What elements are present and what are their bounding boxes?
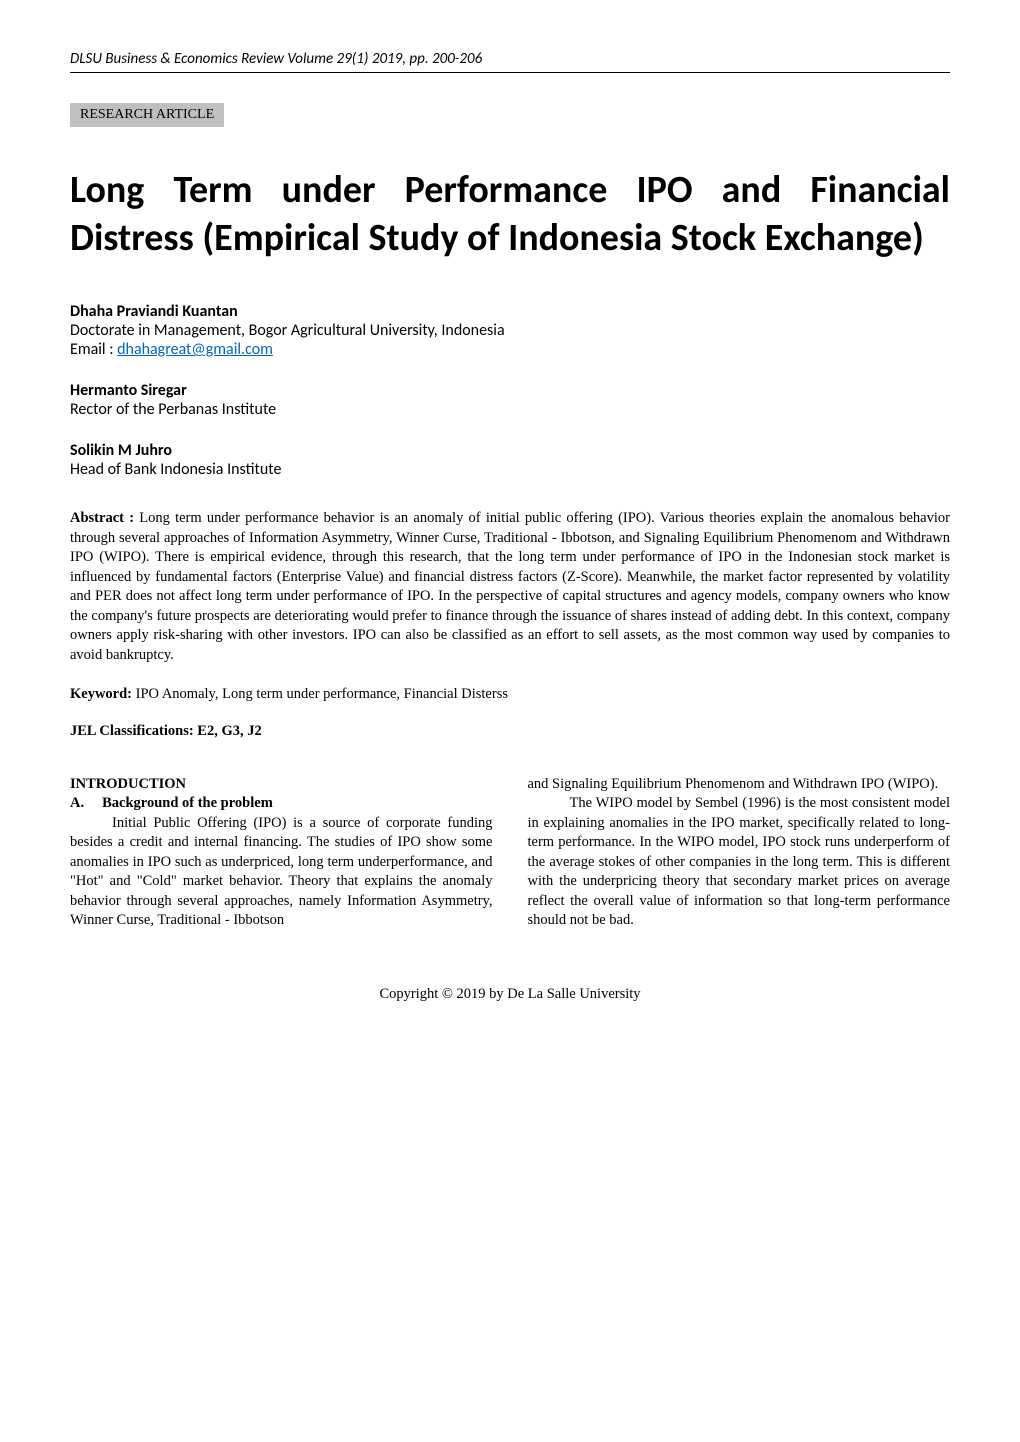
author-affiliation: Doctorate in Management, Bogor Agricultu… (70, 321, 950, 340)
article-type-badge: RESEARCH ARTICLE (70, 103, 224, 127)
body-paragraph: Initial Public Offering (IPO) is a sourc… (70, 814, 493, 931)
abstract-label: Abstract : (70, 510, 139, 526)
email-prefix: Email : (70, 340, 117, 359)
body-paragraph: The WIPO model by Sembel (1996) is the m… (528, 794, 951, 931)
jel-label: JEL Classifications: (70, 723, 197, 739)
author-block-3: Solikin M Juhro Head of Bank Indonesia I… (70, 441, 950, 479)
footer-copyright: Copyright © 2019 by De La Salle Universi… (70, 986, 950, 1003)
author-name: Solikin M Juhro (70, 441, 950, 460)
subsection-letter: A. (70, 794, 84, 814)
body-paragraph: and Signaling Equilibrium Phenomenom and… (528, 775, 951, 795)
journal-header-line: DLSU Business & Economics Review Volume … (70, 50, 950, 68)
column-left: INTRODUCTION A. Background of the proble… (70, 775, 493, 932)
column-right: and Signaling Equilibrium Phenomenom and… (528, 775, 951, 932)
jel-codes: E2, G3, J2 (197, 723, 261, 739)
subsection-row: A. Background of the problem (70, 794, 493, 814)
author-affiliation: Head of Bank Indonesia Institute (70, 460, 950, 479)
introduction-heading: INTRODUCTION (70, 775, 493, 795)
paper-title: Long Term under Performance IPO and Fina… (70, 167, 950, 262)
author-block-1: Dhaha Praviandi Kuantan Doctorate in Man… (70, 302, 950, 359)
author-name: Dhaha Praviandi Kuantan (70, 302, 950, 321)
author-name: Hermanto Siregar (70, 381, 950, 400)
keyword-label: Keyword: (70, 686, 136, 702)
body-two-column: INTRODUCTION A. Background of the proble… (70, 775, 950, 932)
author-affiliation: Rector of the Perbanas Institute (70, 400, 950, 419)
jel-row: JEL Classifications: E2, G3, J2 (70, 723, 950, 740)
keywords-row: Keyword: IPO Anomaly, Long term under pe… (70, 686, 950, 703)
header-divider (70, 72, 950, 73)
keyword-text: IPO Anomaly, Long term under performance… (136, 686, 508, 702)
abstract-text: Long term under performance behavior is … (70, 510, 950, 663)
author-email-link[interactable]: dhahagreat@gmail.com (117, 340, 273, 359)
abstract-paragraph: Abstract : Long term under performance b… (70, 509, 950, 666)
author-block-2: Hermanto Siregar Rector of the Perbanas … (70, 381, 950, 419)
subsection-title: Background of the problem (102, 794, 273, 814)
author-email-row: Email : dhahagreat@gmail.com (70, 340, 950, 359)
